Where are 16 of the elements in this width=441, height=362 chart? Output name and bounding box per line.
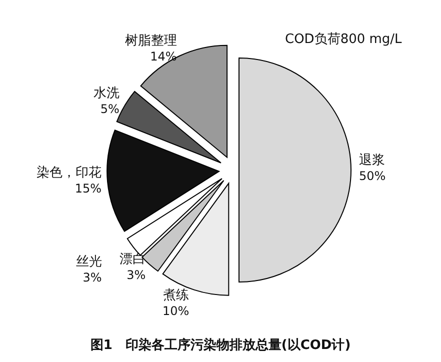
data-label: 5%: [100, 102, 120, 116]
slice-label: 染色，印花: [36, 165, 102, 180]
data-label: 50%: [359, 169, 386, 183]
slice-label: 煮练: [163, 288, 190, 304]
slice-label: 退浆: [359, 153, 385, 168]
data-label: 10%: [162, 304, 190, 318]
slice-label: 丝光: [76, 254, 102, 270]
data-label: 3%: [126, 268, 146, 282]
data-label: 15%: [74, 181, 102, 196]
data-label: 3%: [82, 270, 102, 285]
data-label: 14%: [150, 50, 177, 64]
slice-label: 漂白: [120, 252, 146, 268]
slice-label: 树脂整理: [124, 34, 177, 49]
text: 图1 印染各工序污染物排放总量(以COD计): [89, 336, 352, 354]
slice-label: 水洗: [93, 86, 120, 101]
text: COD负荷800 mg/L: [285, 31, 402, 48]
